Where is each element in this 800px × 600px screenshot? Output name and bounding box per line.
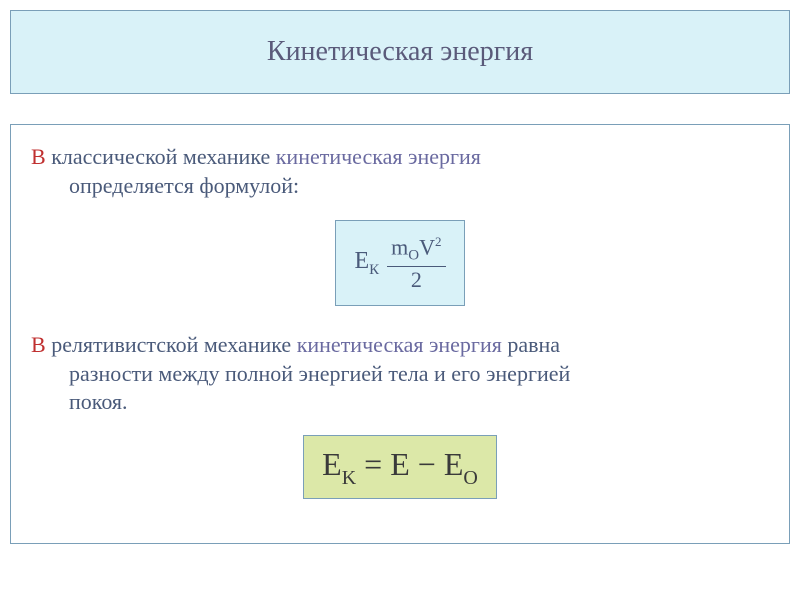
formula1-v: V bbox=[419, 235, 435, 260]
formula2-lhs-base: E bbox=[322, 446, 342, 482]
formula1-numerator: mOV2 bbox=[387, 235, 445, 267]
formula1-v-sup: 2 bbox=[435, 234, 442, 249]
formula1-ek: EК bbox=[354, 248, 379, 279]
paragraph-classical: В классической механике кинетическая эне… bbox=[31, 143, 769, 200]
para2-rest2b: разности между полной энергией тела и ег… bbox=[69, 360, 769, 389]
formula2-eq: = bbox=[356, 446, 390, 482]
para1-rest2: определяется формулой: bbox=[69, 173, 299, 198]
content-box: В классической механике кинетическая эне… bbox=[10, 124, 790, 544]
para1-rest1: классической механике bbox=[51, 144, 276, 169]
formula-classical-wrap: EК mOV2 2 bbox=[31, 220, 769, 306]
formula2-lhs-sub: K bbox=[342, 467, 356, 489]
formula1-ek-sub: К bbox=[369, 261, 379, 277]
formula-classical: EК mOV2 2 bbox=[335, 220, 464, 306]
para2-leading: В bbox=[31, 332, 51, 357]
formula-relativistic-wrap: EK = E − EO bbox=[31, 435, 769, 499]
formula2-rhs1: E bbox=[390, 446, 410, 482]
formula2-rhs2-base: E bbox=[444, 446, 464, 482]
paragraph-relativistic: В релятивистской механике кинетическая э… bbox=[31, 331, 769, 417]
formula1-denominator: 2 bbox=[411, 267, 422, 291]
formula-relativistic: EK = E − EO bbox=[303, 435, 497, 499]
title-box: Кинетическая энергия bbox=[10, 10, 790, 94]
para2-rest1: релятивистской механике bbox=[51, 332, 297, 357]
para2-keyword: кинетическая энергия bbox=[297, 332, 502, 357]
title-text: Кинетическая энергия bbox=[31, 36, 769, 68]
para2-rest2a: равна bbox=[502, 332, 560, 357]
para1-keyword: кинетическая энергия bbox=[276, 144, 481, 169]
para2-rest2c: покоя. bbox=[69, 388, 769, 417]
formula1-m-sub: O bbox=[408, 248, 419, 264]
formula2-minus: − bbox=[410, 446, 444, 482]
formula1-m: m bbox=[391, 235, 408, 260]
formula1-fraction: mOV2 2 bbox=[387, 235, 445, 291]
formula2-rhs2-sub: O bbox=[463, 467, 477, 489]
para1-leading: В bbox=[31, 144, 51, 169]
formula1-ek-base: E bbox=[354, 248, 369, 274]
